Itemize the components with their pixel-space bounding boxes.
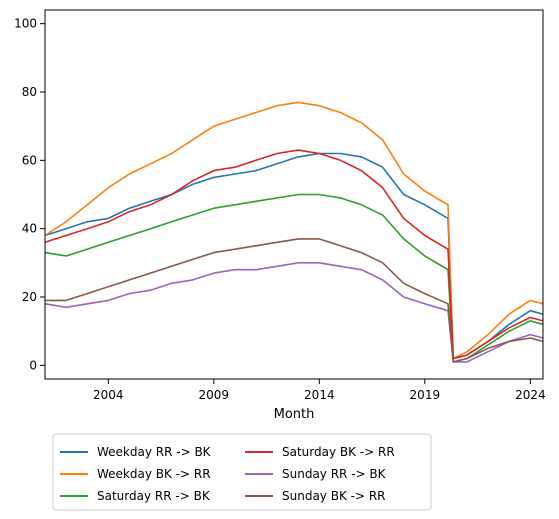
y-tick-label: 80 bbox=[22, 85, 37, 99]
x-tick-label: 2009 bbox=[199, 388, 230, 402]
y-tick-label: 100 bbox=[14, 17, 37, 31]
y-axis-ticks: 0 20 40 60 80 100 bbox=[14, 17, 45, 372]
legend-label: Saturday BK -> RR bbox=[282, 445, 395, 459]
x-axis-label: Month bbox=[274, 407, 315, 422]
plot-frame bbox=[44, 9, 544, 380]
series-line-5 bbox=[44, 261, 544, 363]
series-line-2 bbox=[44, 101, 544, 360]
legend-label: Saturday RR -> BK bbox=[97, 489, 211, 503]
legend-label: Sunday BK -> RR bbox=[282, 489, 386, 503]
legend-label: Weekday RR -> BK bbox=[97, 445, 212, 459]
x-tick-label: 2019 bbox=[410, 388, 441, 402]
x-tick-label: 2024 bbox=[515, 388, 546, 402]
plot-area bbox=[44, 101, 544, 363]
legend-label: Weekday BK -> RR bbox=[97, 467, 211, 481]
y-tick-label: 20 bbox=[22, 290, 37, 304]
x-tick-label: 2004 bbox=[93, 388, 124, 402]
y-tick-label: 60 bbox=[22, 153, 37, 167]
y-tick-label: 40 bbox=[22, 222, 37, 236]
legend: Weekday RR -> BK Weekday BK -> RR Saturday… bbox=[52, 433, 432, 511]
x-tick-label: 2014 bbox=[304, 388, 335, 402]
series-line-4 bbox=[44, 149, 544, 360]
legend-label: Sunday RR -> BK bbox=[282, 467, 387, 481]
legend-frame bbox=[52, 433, 432, 511]
y-tick-label: 0 bbox=[29, 358, 37, 372]
x-axis-ticks: 2004 2009 2014 2019 2024 bbox=[93, 379, 546, 402]
series-line-6 bbox=[45, 238, 544, 363]
